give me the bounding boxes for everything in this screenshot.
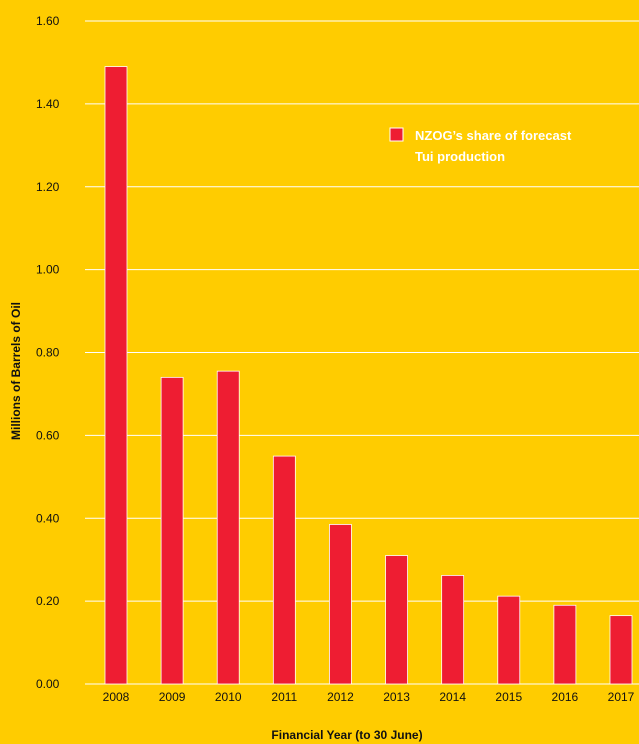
x-tick-label: 2013: [383, 690, 410, 704]
x-axis-title: Financial Year (to 30 June): [271, 728, 422, 742]
x-axis-ticks: 2008 2009 2010 2011 2012 2013 2014 2015 2016 2017: [103, 690, 635, 704]
bar-2010: [216, 370, 240, 685]
bar-2016: [553, 604, 577, 685]
x-tick-label: 2016: [552, 690, 579, 704]
bar-2014: [441, 575, 465, 685]
y-tick-label: 1.60: [36, 14, 60, 28]
legend-label-line-1: NZOG’s share of forecast: [415, 128, 572, 143]
y-tick-label: 1.20: [36, 180, 60, 194]
bar-2009: [160, 376, 184, 685]
bar-2012: [329, 524, 352, 685]
bar-2017: [609, 615, 633, 685]
x-tick-label: 2015: [495, 690, 522, 704]
legend-label-line-2: Tui production: [415, 149, 505, 164]
x-tick-label: 2009: [159, 690, 186, 704]
bar-2008: [104, 66, 128, 685]
bar-2015: [497, 595, 521, 685]
bar-2011: [272, 455, 296, 685]
y-tick-label: 0.80: [36, 346, 60, 360]
y-axis-ticks: 0.00 0.20 0.40 0.60 0.80 1.00 1.20 1.40 1.60: [36, 14, 60, 691]
y-tick-label: 0.20: [36, 594, 60, 608]
y-tick-label: 0.00: [36, 677, 60, 691]
y-axis-title: Millions of Barrels of Oil: [9, 302, 23, 440]
y-tick-label: 1.40: [36, 97, 60, 111]
x-tick-label: 2014: [439, 690, 466, 704]
x-tick-label: 2011: [271, 690, 297, 704]
legend: NZOG’s share of forecast Tui production: [389, 127, 572, 164]
x-tick-label: 2017: [608, 690, 635, 704]
legend-swatch: [389, 127, 404, 142]
y-tick-label: 0.40: [36, 511, 60, 525]
x-tick-label: 2012: [327, 690, 354, 704]
bars: [104, 66, 633, 685]
y-tick-label: 0.60: [36, 428, 60, 442]
x-tick-label: 2008: [103, 690, 130, 704]
x-tick-label: 2010: [215, 690, 242, 704]
y-tick-label: 1.00: [36, 263, 60, 277]
bar-2013: [385, 555, 408, 685]
